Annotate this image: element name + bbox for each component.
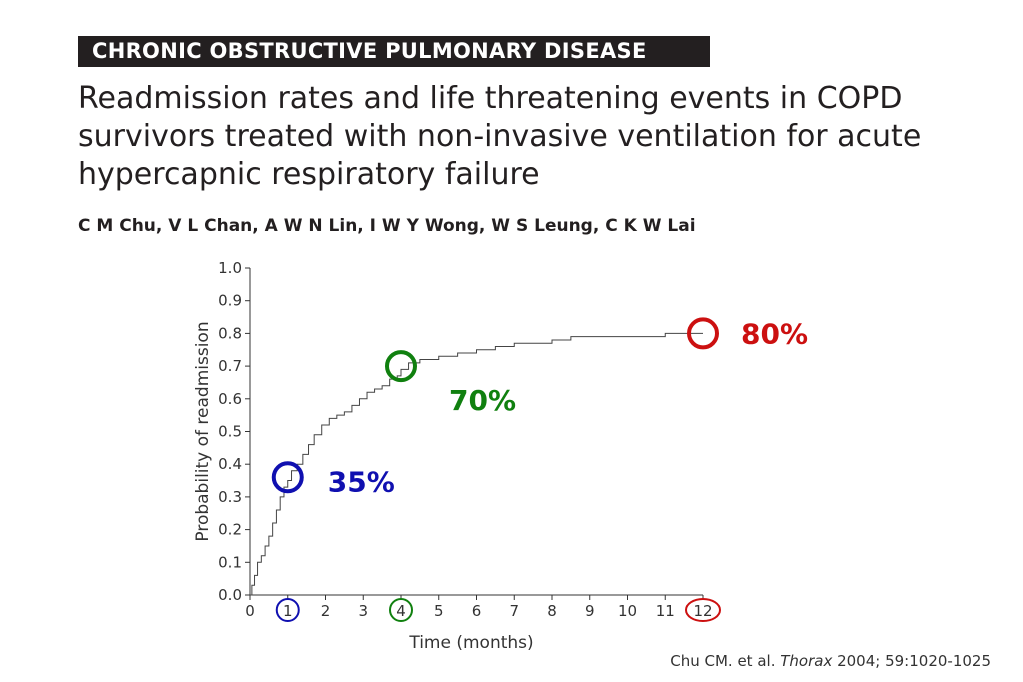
x-tick-label: 3 xyxy=(358,602,368,620)
y-tick-label: 0.6 xyxy=(218,390,242,408)
section-header-bar: CHRONIC OBSTRUCTIVE PULMONARY DISEASE xyxy=(78,36,710,67)
annotation-circle-marker xyxy=(687,317,719,350)
x-tick-label: 4 xyxy=(396,602,406,620)
annotation-percentage-label: 70% xyxy=(449,384,516,417)
x-tick-label: 0 xyxy=(245,602,255,620)
y-tick-label: 0.1 xyxy=(218,553,242,571)
y-tick-label: 0.5 xyxy=(218,423,242,441)
paper-authors: C M Chu, V L Chan, A W N Lin, I W Y Wong… xyxy=(78,216,696,236)
y-tick-label: 0.7 xyxy=(218,357,242,375)
y-tick-label: 0.0 xyxy=(218,586,242,604)
x-tick-label: 6 xyxy=(472,602,482,620)
x-tick-label: 11 xyxy=(656,602,675,620)
annotation-circle-marker xyxy=(271,461,304,494)
x-tick-label: 5 xyxy=(434,602,444,620)
x-tick-label: 9 xyxy=(585,602,595,620)
x-tick-label: 12 xyxy=(693,602,712,620)
annotation-percentage-label: 35% xyxy=(328,465,395,498)
paper-title-line-3: hypercapnic respiratory failure xyxy=(78,157,540,192)
y-tick-label: 1.0 xyxy=(218,259,242,277)
y-axis-label: Probability of readmission xyxy=(193,321,213,541)
y-tick-label: 0.8 xyxy=(218,324,242,342)
paper-title-line-1: Readmission rates and life threatening e… xyxy=(78,81,903,116)
x-tick-highlight-circle xyxy=(685,598,721,622)
x-tick-label: 8 xyxy=(547,602,557,620)
x-tick-highlight-circle xyxy=(389,598,413,622)
annotation-percentage-label: 80% xyxy=(741,317,808,350)
x-tick-highlight-circle xyxy=(275,598,300,622)
y-tick-label: 0.3 xyxy=(218,488,242,506)
x-tick-label: 7 xyxy=(509,602,519,620)
citation-prefix: Chu CM. et al. xyxy=(670,652,781,670)
readmission-step-line xyxy=(250,332,703,596)
paper-title: Readmission rates and life threatening e… xyxy=(78,80,978,194)
x-tick-label: 10 xyxy=(618,602,637,620)
citation-journal: Thorax xyxy=(780,652,833,670)
citation: Chu CM. et al. Thorax 2004; 59:1020-1025 xyxy=(670,652,991,670)
paper-title-line-2: survivors treated with non-invasive vent… xyxy=(78,119,922,154)
annotation-circle-marker xyxy=(385,350,417,383)
x-tick-label: 1 xyxy=(283,602,293,620)
y-tick-label: 0.9 xyxy=(218,292,242,310)
section-label: CHRONIC OBSTRUCTIVE PULMONARY DISEASE xyxy=(92,39,647,63)
x-tick-label: 2 xyxy=(321,602,331,620)
x-axis-label: Time (months) xyxy=(408,633,533,653)
y-tick-label: 0.4 xyxy=(218,455,242,473)
y-tick-label: 0.2 xyxy=(218,521,242,539)
citation-suffix: 2004; 59:1020-1025 xyxy=(832,652,991,670)
